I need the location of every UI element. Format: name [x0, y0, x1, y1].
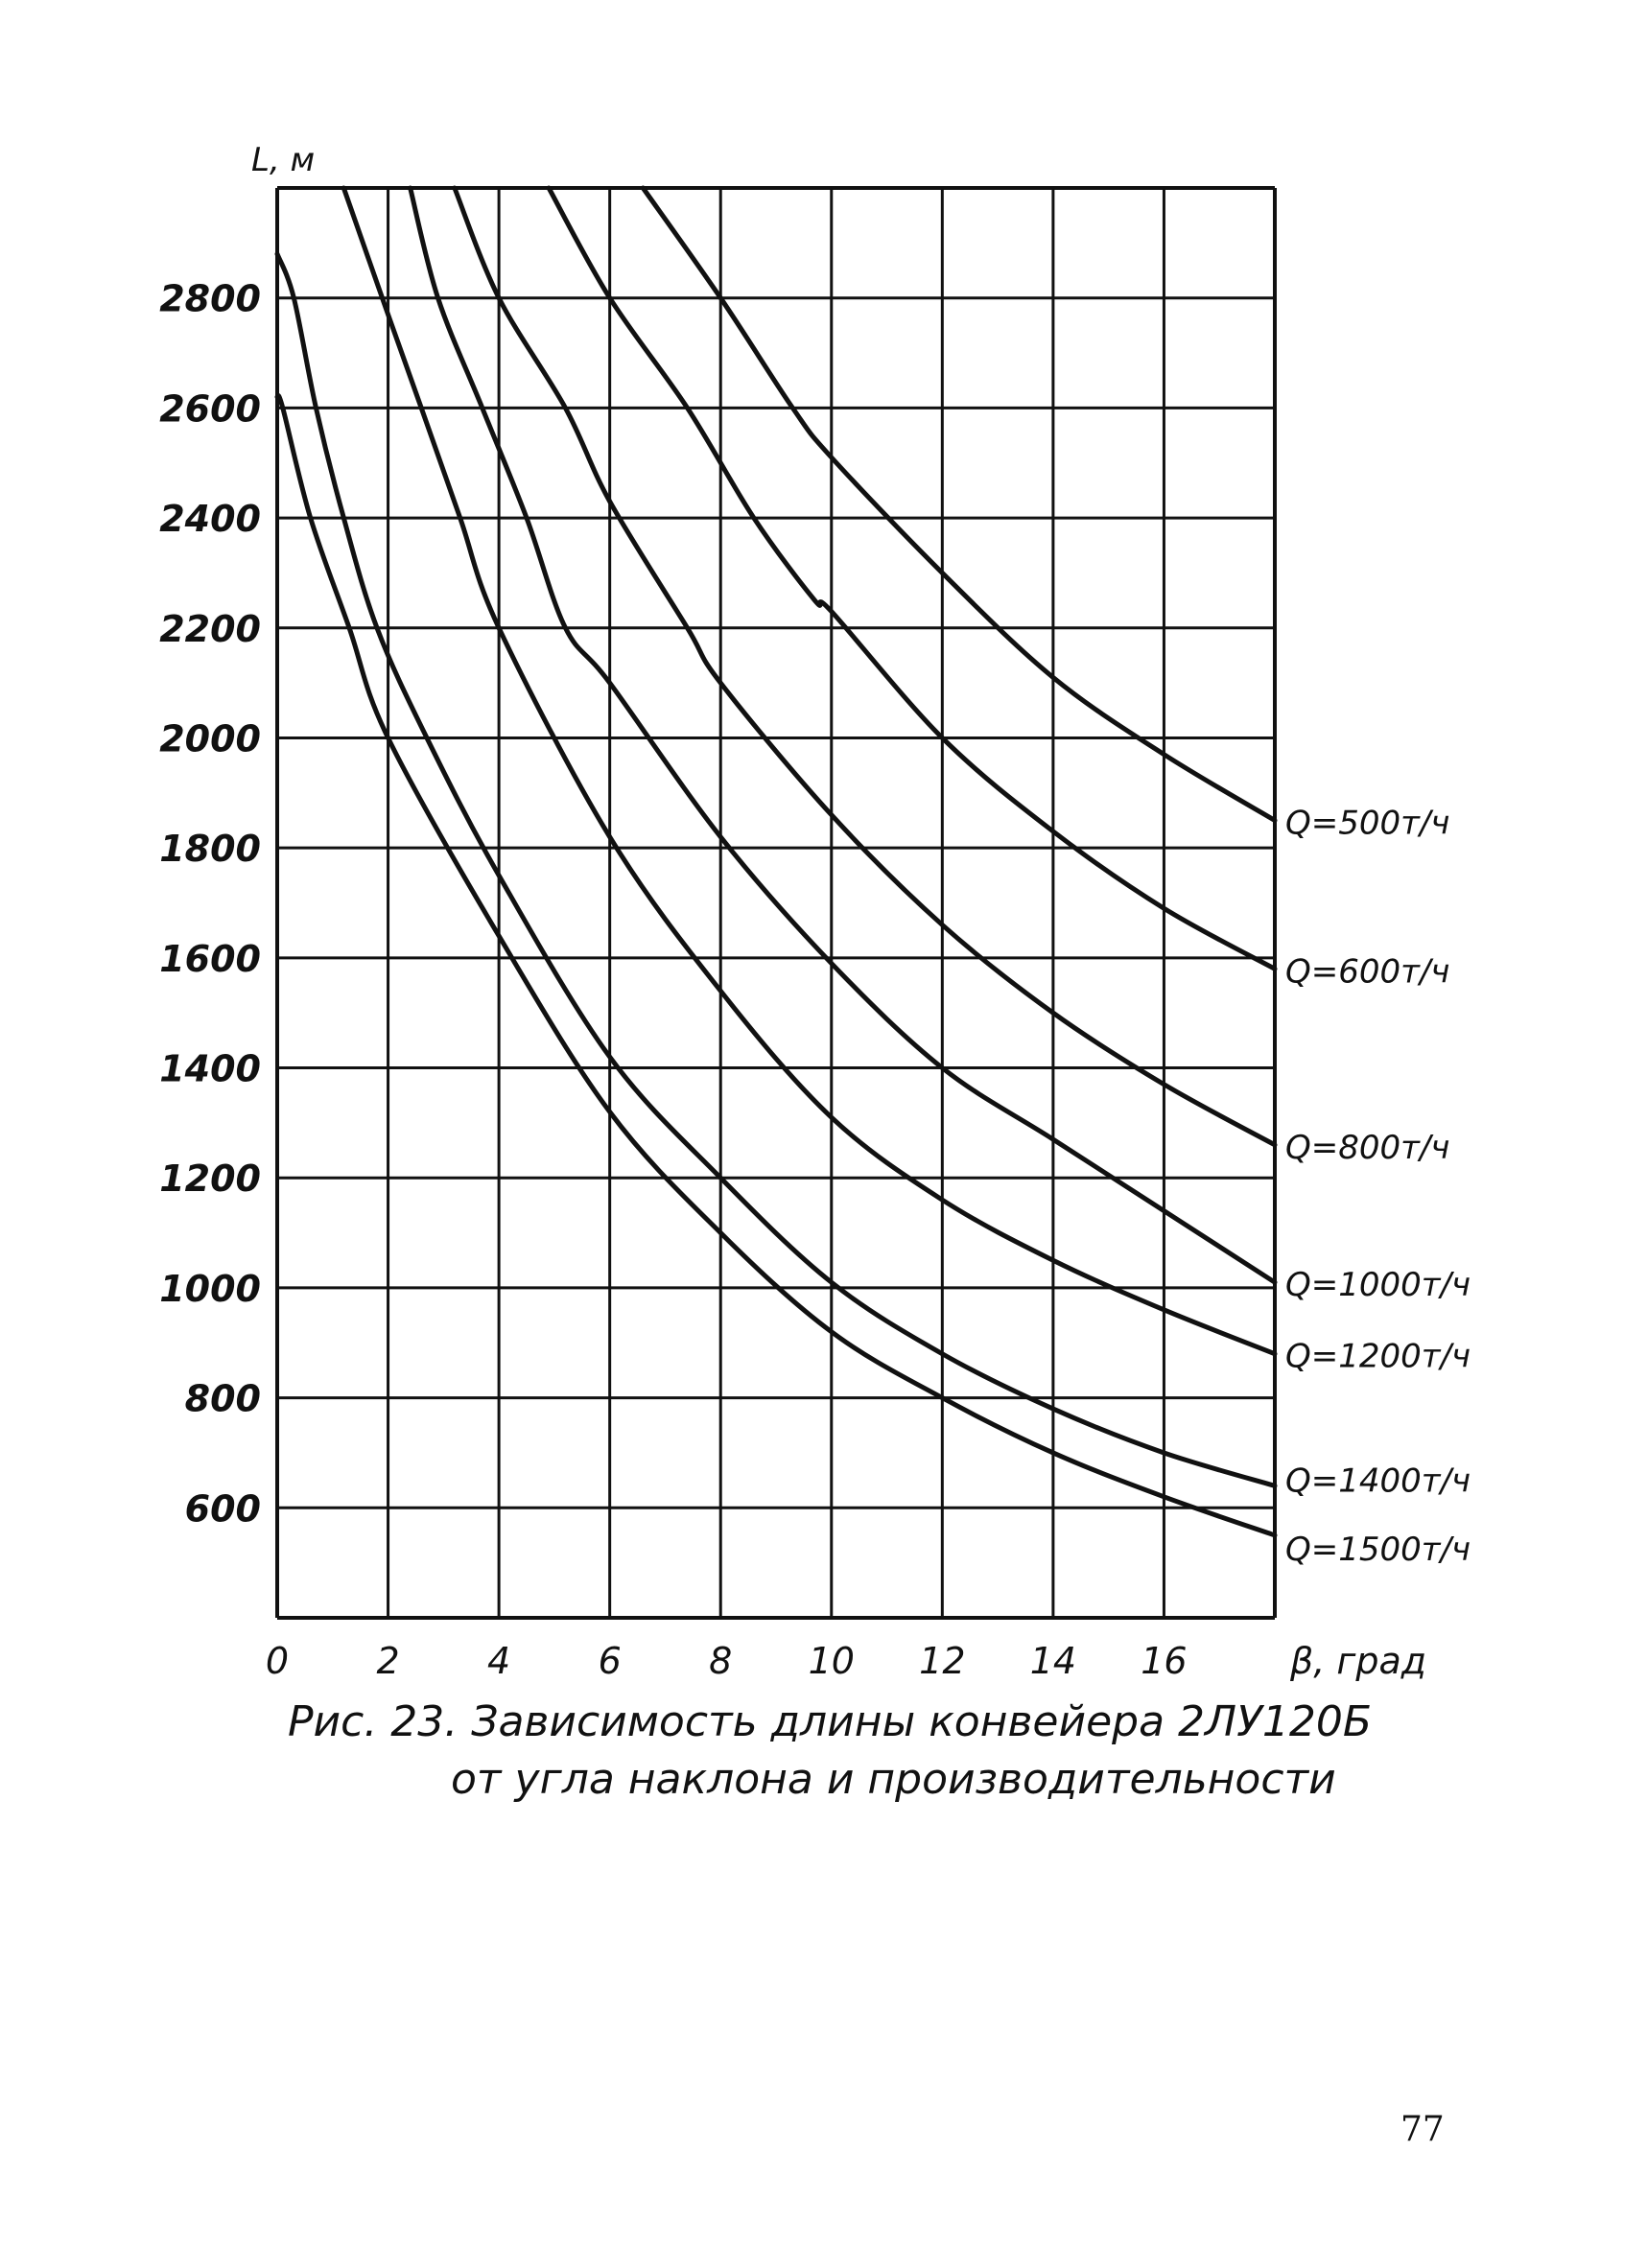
series-label: Q=1200т/ч	[1285, 1338, 1471, 1376]
x-tick-label: 16	[1141, 1640, 1187, 1682]
series-label: Q=600т/ч	[1285, 952, 1450, 991]
series-line-0	[640, 185, 1278, 823]
curves	[274, 185, 1278, 1538]
series-labels: Q=500т/ч Q=600т/ч Q=800т/ч Q=1000т/ч Q=1200т…	[1285, 804, 1471, 1568]
series-label: Q=1500т/ч	[1285, 1531, 1471, 1569]
series-line-6	[274, 392, 1278, 1538]
chart-title: Рис. 23. Зависимость длины конвейера 2ЛУ…	[288, 1697, 1372, 1746]
page-number: 77	[1400, 2110, 1445, 2149]
x-tick-label: 8	[709, 1640, 732, 1682]
x-tick-label: 10	[809, 1640, 855, 1682]
x-tick-label: 12	[919, 1640, 965, 1682]
y-tick-label: 1600	[159, 938, 261, 980]
x-tick-label: 14	[1030, 1640, 1076, 1682]
y-tick-label: 800	[185, 1378, 261, 1420]
grid	[275, 186, 1277, 1620]
y-tick-label: 2000	[159, 717, 261, 760]
x-tick-label: 6	[599, 1640, 622, 1682]
series-line-3	[408, 185, 1278, 1285]
y-tick-label: 1000	[159, 1268, 261, 1310]
series-label: Q=800т/ч	[1285, 1129, 1450, 1167]
y-axis-label: L, м	[251, 141, 315, 179]
series-line-2	[452, 185, 1278, 1148]
x-tick-label: 2	[376, 1640, 399, 1682]
series-line-5	[274, 251, 1278, 1488]
y-tick-label: 2200	[159, 608, 261, 650]
x-tick-label: 4	[487, 1640, 510, 1682]
series-label: Q=1000т/ч	[1285, 1266, 1471, 1304]
y-tick-label: 2400	[159, 498, 261, 540]
y-tick-label: 1800	[159, 828, 261, 870]
series-label: Q=1400т/ч	[1285, 1461, 1471, 1500]
series-line-4	[341, 185, 1278, 1357]
tick-labels: 0 2 4 6 8 10 12 14 16 2800 2600 2400 2200 2000 1800 160…	[159, 278, 1187, 1682]
y-tick-label: 1400	[159, 1048, 261, 1090]
y-tick-label: 2600	[159, 387, 261, 430]
series-line-1	[546, 185, 1278, 971]
y-tick-label: 600	[185, 1487, 261, 1530]
y-tick-label: 2800	[159, 278, 261, 320]
x-tick-label: 0	[266, 1640, 289, 1682]
series-label: Q=500т/ч	[1285, 804, 1450, 842]
x-axis-label: β, град	[1289, 1640, 1426, 1682]
y-tick-label: 1200	[159, 1157, 261, 1200]
chart-subtitle: от угла наклона и производительности	[451, 1755, 1336, 1804]
